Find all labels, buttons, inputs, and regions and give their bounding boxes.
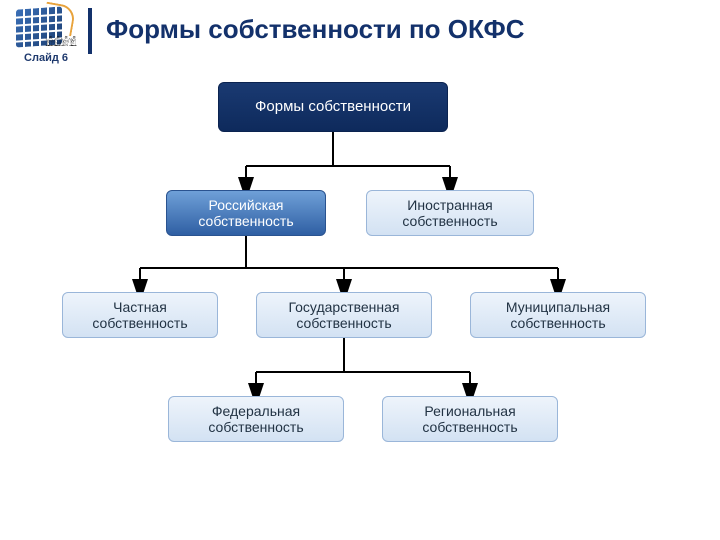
node-label: Государственная собственность: [265, 299, 423, 331]
page-title: Формы собственности по ОКФС: [106, 8, 525, 45]
node-label: Российская собственность: [175, 197, 317, 229]
node-label: Частная собственность: [71, 299, 209, 331]
logo-icon: 𓀀𓀁𓀂𓀃: [16, 8, 76, 50]
node-label: Региональная собственность: [391, 403, 549, 435]
diagram-canvas: Формы собственности Российская собственно…: [0, 70, 720, 540]
node-priv: Частная собственность: [62, 292, 218, 338]
node-fed: Федеральная собственность: [168, 396, 344, 442]
node-rus: Российская собственность: [166, 190, 326, 236]
node-label: Иностранная собственность: [375, 197, 525, 229]
node-label: Муниципальная собственность: [479, 299, 637, 331]
node-for: Иностранная собственность: [366, 190, 534, 236]
node-mun: Муниципальная собственность: [470, 292, 646, 338]
node-gov: Государственная собственность: [256, 292, 432, 338]
logo-block: 𓀀𓀁𓀂𓀃 Слайд 6: [10, 8, 82, 64]
node-label: Формы собственности: [255, 98, 411, 115]
node-reg: Региональная собственность: [382, 396, 558, 442]
node-label: Федеральная собственность: [177, 403, 335, 435]
slide-number: Слайд 6: [10, 52, 82, 64]
header-divider: [88, 8, 92, 54]
slide-header: 𓀀𓀁𓀂𓀃 Слайд 6 Формы собственности по ОКФС: [0, 0, 720, 64]
slide: 𓀀𓀁𓀂𓀃 Слайд 6 Формы собственности по ОКФС…: [0, 0, 720, 540]
node-root: Формы собственности: [218, 82, 448, 132]
